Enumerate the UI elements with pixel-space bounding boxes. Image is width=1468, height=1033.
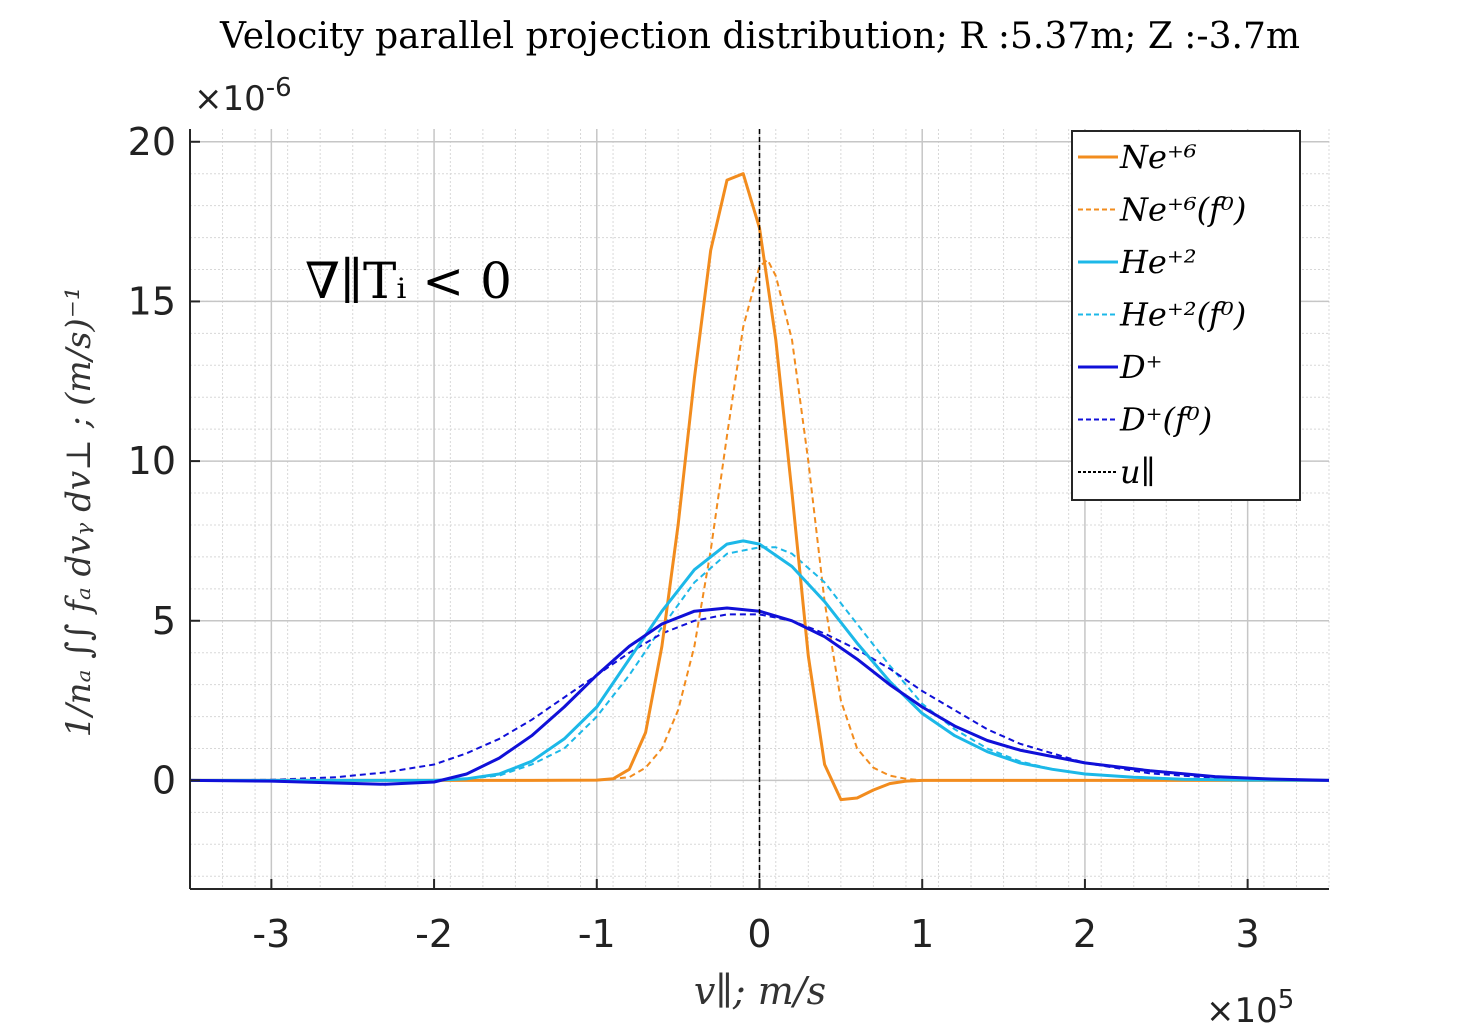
legend-label: u∥ [1120,453,1155,491]
series-layer [189,172,1330,802]
y-multiplier-base: ×10 [194,79,266,119]
x-tick-label: 1 [910,912,934,956]
y-axis-label: 1/nₐ ∫∫ fₐ dvᵧ dv⊥ ; (m/s)⁻¹ [59,287,99,738]
legend-label: Ne⁺⁶ [1119,138,1197,176]
x-multiplier-exponent: 5 [1278,985,1295,1015]
y-tick-label: 10 [128,439,176,483]
x-axis-label: v∥; m/s [694,969,826,1013]
x-tick-label: -2 [415,912,453,956]
legend-label: He⁺²(f⁰) [1119,296,1246,334]
series-line-ne-6-f0- [190,258,1329,782]
y-multiplier-exponent: -6 [266,73,292,103]
series-line-he-2 [190,539,1330,782]
x-tick-label: -3 [252,912,290,956]
chart-title: Velocity parallel projection distributio… [219,16,1300,57]
y-tick-label: 0 [152,758,176,802]
legend-label: Ne⁺⁶(f⁰) [1119,191,1246,229]
legend-label: D⁺(f⁰) [1119,401,1212,439]
svg-text:×105: ×105 [1206,985,1294,1031]
x-axis-multiplier: ×105 [1206,985,1294,1031]
y-ticks: 0 5 10 15 20 [128,120,200,802]
svg-text:×10-6: ×10-6 [194,73,292,119]
legend-label: D⁺ [1119,348,1163,386]
x-multiplier-base: ×10 [1206,991,1278,1031]
x-tick-label: 2 [1073,912,1097,956]
temperature-gradient-annotation: ∇∥Tᵢ < 0 [305,252,512,310]
y-tick-label: 20 [128,120,176,164]
y-axis-multiplier: ×10-6 [194,73,292,119]
series-line-d-f0- [189,613,1330,782]
series-line-ne-6 [190,172,1329,802]
x-tick-label: 0 [747,912,771,956]
y-tick-label: 5 [152,599,176,643]
series-line-d- [189,606,1330,786]
x-tick-label: -1 [578,912,616,956]
legend-label: He⁺² [1119,243,1197,281]
legend: Ne⁺⁶ Ne⁺⁶(f⁰) He⁺² He⁺²(f⁰) D⁺ D⁺(f⁰) u∥ [1071,130,1301,501]
x-ticks: -3 -2 -1 0 1 2 3 [252,879,1260,956]
x-tick-label: 3 [1236,912,1260,956]
y-tick-label: 15 [128,279,176,323]
